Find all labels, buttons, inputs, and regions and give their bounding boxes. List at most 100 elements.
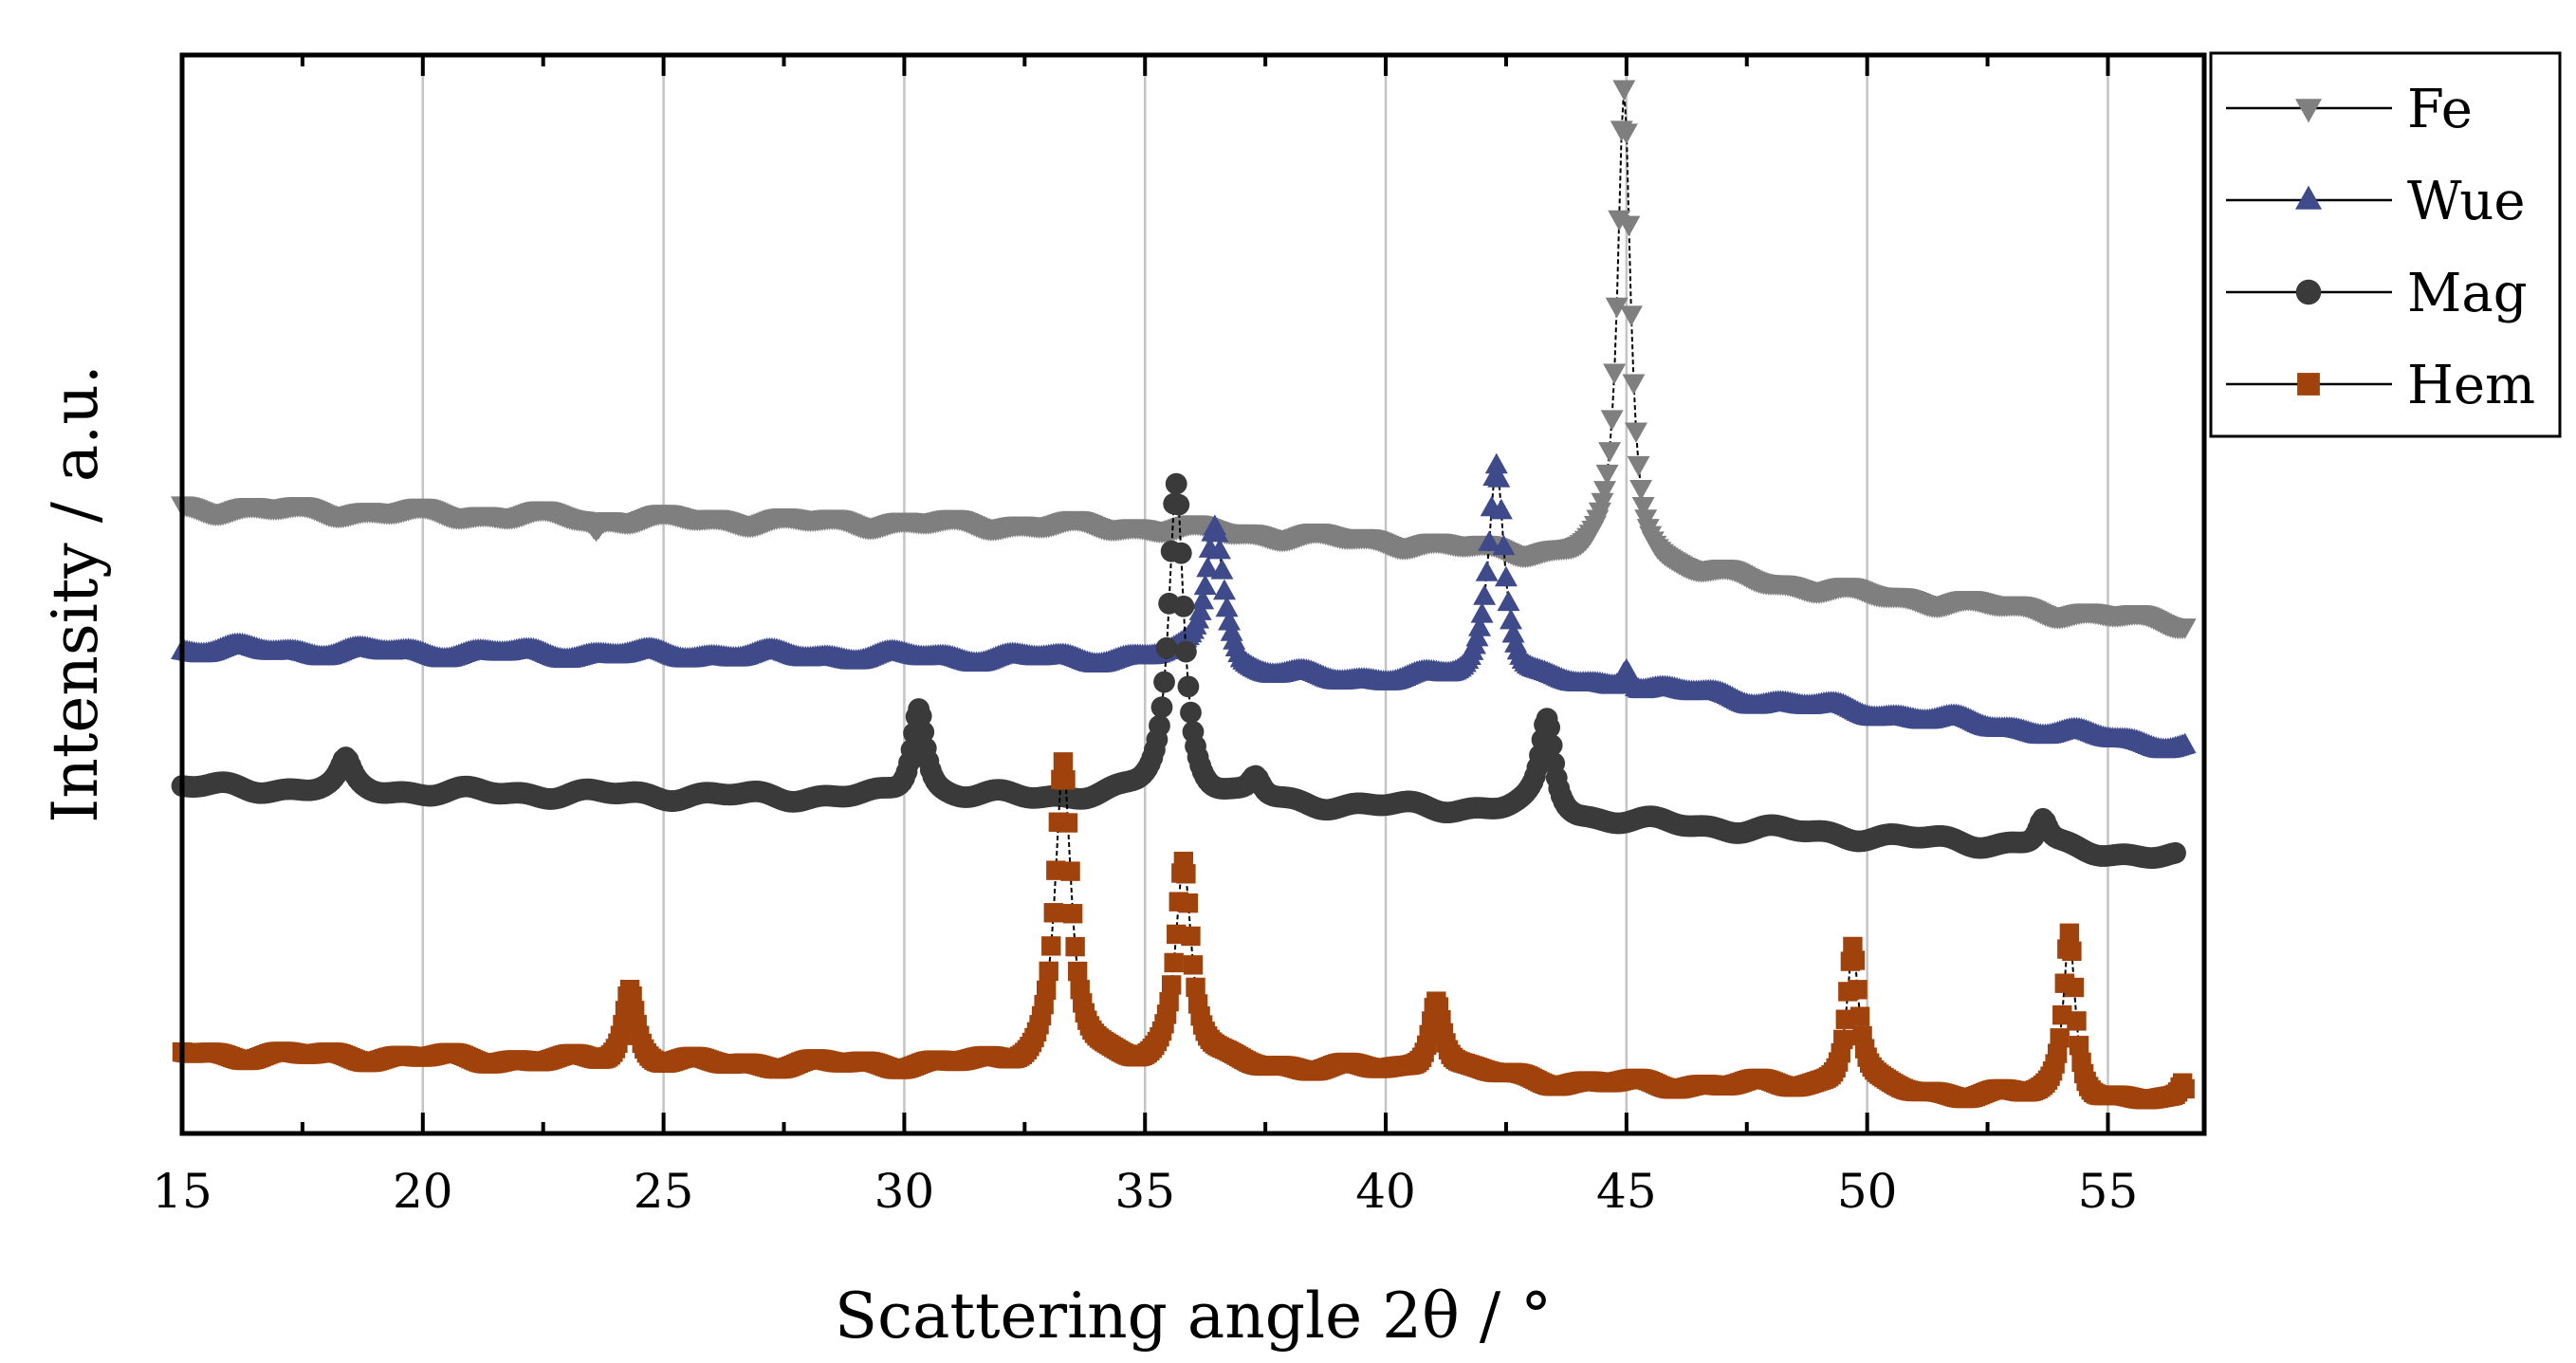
data-point bbox=[1612, 80, 1636, 101]
legend-marker bbox=[2297, 373, 2320, 396]
legend: Fe Wue Mag Hem bbox=[2209, 51, 2562, 438]
data-point bbox=[1848, 980, 1868, 1000]
series-hem bbox=[172, 752, 2195, 1110]
legend-item-wue: Wue bbox=[2226, 171, 2526, 232]
legend-box bbox=[2209, 51, 2562, 438]
data-point bbox=[1598, 442, 1622, 463]
data-point bbox=[1603, 363, 1627, 385]
data-point bbox=[1153, 671, 1175, 693]
data-point bbox=[1191, 588, 1215, 610]
data-point bbox=[1470, 602, 1494, 623]
data-point bbox=[1629, 479, 1653, 501]
data-point bbox=[1218, 609, 1242, 631]
data-point bbox=[1164, 952, 1184, 973]
data-point bbox=[1186, 977, 1205, 998]
data-point bbox=[1494, 565, 1518, 587]
series-markers bbox=[171, 472, 2186, 870]
data-point bbox=[1155, 636, 1178, 659]
series-wue bbox=[171, 452, 2197, 759]
data-point bbox=[1183, 955, 1204, 975]
data-point bbox=[2173, 732, 2197, 754]
data-point bbox=[1593, 481, 1617, 502]
legend-marker bbox=[2295, 185, 2322, 210]
data-point bbox=[2067, 1011, 2087, 1031]
data-point bbox=[1207, 538, 1231, 560]
plot-area-frame bbox=[179, 52, 2207, 1136]
data-point bbox=[1168, 493, 1190, 516]
axis-ticks: 15 20 25 30 35 40 45 50 55 bbox=[152, 55, 2138, 1219]
legend-marker bbox=[2295, 279, 2322, 305]
data-point bbox=[1468, 616, 1492, 636]
data-point bbox=[1205, 521, 1229, 543]
series-fe bbox=[171, 80, 2197, 640]
data-point bbox=[1540, 734, 1563, 757]
data-point bbox=[2062, 941, 2082, 962]
data-point bbox=[1058, 813, 1078, 833]
x-tick-label: 30 bbox=[874, 1164, 935, 1219]
x-tick-label: 45 bbox=[1596, 1164, 1657, 1219]
legend-item-mag: Mag bbox=[2226, 263, 2528, 324]
series-markers bbox=[171, 80, 2197, 640]
data-point bbox=[1627, 455, 1650, 477]
data-point bbox=[1500, 608, 1523, 630]
series-layer bbox=[171, 80, 2197, 1110]
data-point bbox=[1484, 452, 1508, 474]
legend-item-fe: Fe bbox=[2226, 79, 2473, 140]
data-point bbox=[1631, 496, 1655, 518]
data-point bbox=[2047, 1043, 2068, 1063]
data-point bbox=[1196, 556, 1220, 578]
data-point bbox=[1849, 1006, 1870, 1026]
data-point bbox=[2175, 1078, 2195, 1099]
x-tick-label: 25 bbox=[634, 1164, 694, 1219]
data-point bbox=[1605, 297, 1628, 319]
series-markers bbox=[172, 752, 2195, 1110]
legend-item-hem: Hem bbox=[2226, 355, 2535, 416]
data-point bbox=[1188, 599, 1212, 620]
data-point bbox=[1169, 542, 1192, 564]
data-point bbox=[1625, 422, 1648, 444]
data-point bbox=[912, 721, 935, 744]
data-point bbox=[1176, 864, 1196, 884]
data-point bbox=[1041, 936, 1061, 956]
data-point bbox=[1193, 574, 1217, 596]
data-point bbox=[2164, 841, 2186, 864]
data-point bbox=[1149, 714, 1170, 737]
data-point bbox=[1608, 210, 1631, 231]
legend-label: Fe bbox=[2407, 79, 2473, 140]
data-point bbox=[1060, 861, 1080, 881]
data-point bbox=[1489, 498, 1513, 520]
data-point bbox=[1595, 464, 1619, 486]
grid bbox=[421, 55, 2109, 1133]
data-point bbox=[1036, 980, 1057, 1001]
data-point bbox=[1165, 472, 1187, 495]
data-point bbox=[1053, 752, 1074, 772]
data-point bbox=[2064, 977, 2085, 998]
x-tick-label: 50 bbox=[1837, 1164, 1898, 1219]
data-point bbox=[1591, 492, 1614, 514]
data-point bbox=[1617, 215, 1641, 237]
data-point bbox=[1538, 716, 1561, 739]
data-point bbox=[1181, 926, 1201, 947]
y-axis-title: Intensity / a.u. bbox=[39, 364, 112, 822]
data-point bbox=[1180, 701, 1202, 724]
data-point bbox=[1501, 621, 1525, 643]
data-point bbox=[1056, 770, 1076, 790]
x-tick-label: 35 bbox=[1114, 1164, 1175, 1219]
data-point bbox=[910, 705, 932, 728]
data-point bbox=[1065, 936, 1085, 957]
data-point bbox=[1845, 950, 1866, 970]
data-point bbox=[2059, 923, 2080, 943]
data-point bbox=[1178, 893, 1199, 913]
data-point bbox=[1161, 975, 1182, 995]
x-tick-label: 40 bbox=[1355, 1164, 1416, 1219]
data-point bbox=[1039, 961, 1058, 982]
data-point bbox=[1174, 640, 1197, 663]
data-point bbox=[2050, 1028, 2070, 1048]
data-point bbox=[1478, 530, 1501, 551]
data-point bbox=[1177, 675, 1200, 698]
data-point bbox=[1067, 961, 1088, 982]
data-point bbox=[1210, 559, 1234, 580]
data-point bbox=[1492, 534, 1516, 556]
x-tick-label: 15 bbox=[152, 1164, 212, 1219]
